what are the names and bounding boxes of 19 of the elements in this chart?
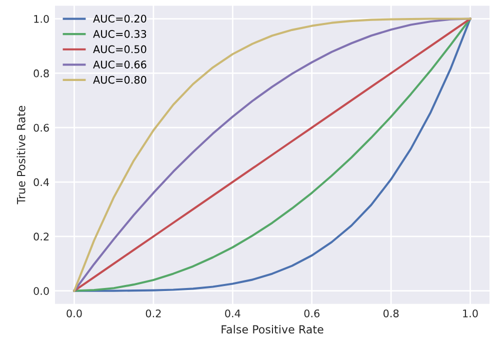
y-tick-label: 1.0 — [34, 14, 49, 23]
y-tick-label: 0.0 — [34, 287, 49, 295]
y-axis-title: True Positive Rate — [16, 106, 26, 204]
x-tick-label: 0.4 — [225, 309, 240, 318]
legend-label: AUC=0.80 — [93, 76, 146, 84]
y-tick-label: 0.4 — [34, 178, 50, 186]
y-tick-label: 0.2 — [34, 232, 49, 241]
legend-label: AUC=0.50 — [93, 45, 146, 54]
x-tick-label: 1.0 — [463, 309, 478, 318]
x-tick-label: 0.2 — [146, 309, 161, 318]
x-tick-label: 0.6 — [304, 309, 320, 318]
x-tick-label: 0.8 — [383, 309, 399, 318]
legend-label: AUC=0.20 — [93, 14, 146, 23]
y-tick-label: 0.8 — [34, 69, 49, 78]
legend-label: AUC=0.66 — [93, 60, 146, 68]
legend-label: AUC=0.33 — [93, 30, 146, 38]
x-tick-label: 0.0 — [66, 309, 82, 318]
y-tick-label: 0.6 — [34, 124, 49, 132]
x-axis-title: False Positive Rate — [222, 324, 324, 334]
